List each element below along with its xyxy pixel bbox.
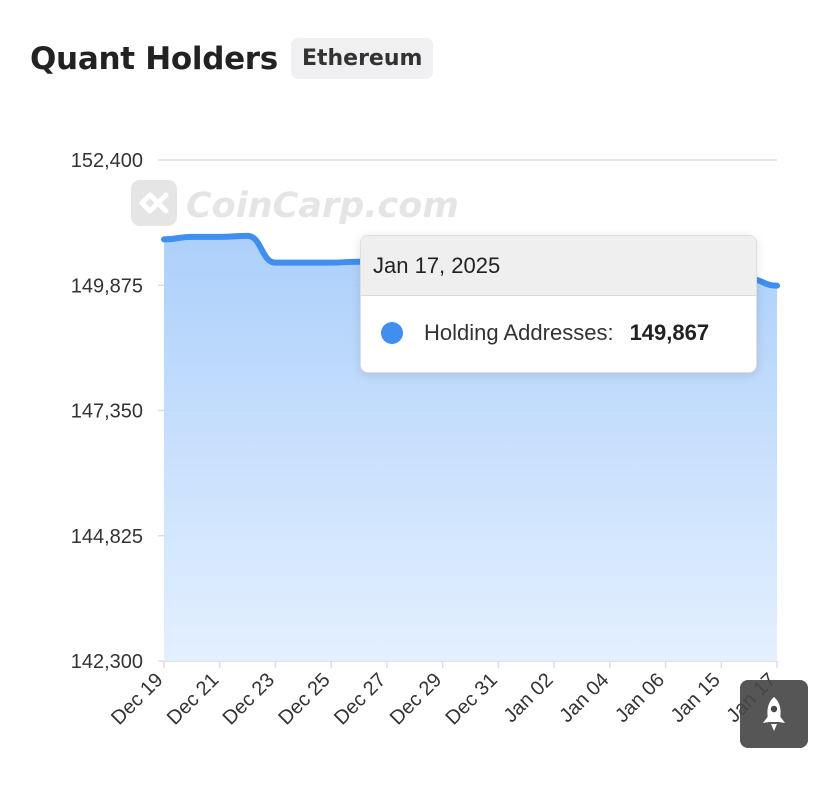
tooltip-series-label: Holding Addresses: [424, 320, 614, 346]
x-tick-label: Dec 23 [219, 669, 279, 729]
tooltip-row: Holding Addresses: 149,867 [361, 296, 756, 346]
y-tick-label: 147,350 [71, 401, 143, 423]
coincarp-watermark: CoinCarp.com [131, 180, 459, 226]
y-axis-labels: 142,300 144,825 147,350 149,875 152,400 [71, 150, 143, 673]
x-tick-label: Jan 04 [555, 669, 613, 727]
data-tooltip: Jan 17, 2025 Holding Addresses: 149,867 [360, 235, 757, 373]
x-tick-label: Dec 21 [163, 669, 223, 729]
tooltip-value: 149,867 [630, 320, 710, 346]
x-tick-label: Dec 27 [330, 669, 390, 729]
x-tick-label: Dec 19 [107, 669, 167, 729]
x-tick-label: Dec 25 [274, 669, 334, 729]
x-tick-label: Jan 15 [667, 669, 725, 727]
y-tick-label: 149,875 [71, 275, 143, 297]
x-tick-label: Dec 29 [386, 669, 446, 729]
rocket-icon [759, 695, 789, 733]
watermark-text: CoinCarp.com [186, 186, 459, 226]
x-tick-label: Dec 31 [442, 669, 502, 729]
y-tick-label: 142,300 [71, 651, 143, 673]
series-marker-icon [381, 322, 403, 344]
y-tick-label: 144,825 [71, 526, 143, 548]
x-tick-label: Jan 02 [500, 669, 558, 727]
y-tick-label: 152,400 [71, 150, 143, 172]
x-tick-label: Jan 06 [611, 669, 669, 727]
x-axis-labels: Dec 19Dec 21Dec 23Dec 25Dec 27Dec 29Dec … [107, 661, 780, 729]
back-to-top-button[interactable] [740, 680, 808, 748]
tooltip-date: Jan 17, 2025 [361, 236, 756, 296]
